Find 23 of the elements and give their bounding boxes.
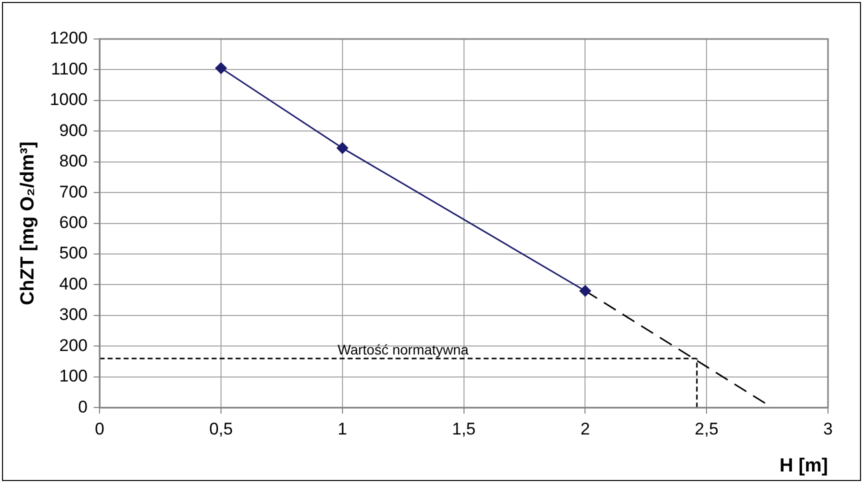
x-tick-label: 0,5 <box>209 419 233 438</box>
x-axis-title: H [m] <box>779 456 828 477</box>
y-tick-label: 800 <box>59 152 88 171</box>
y-tick-label: 500 <box>59 244 88 263</box>
y-axis-title: ChZT [mg O₂/dm³] <box>18 142 39 306</box>
y-tick-label: 700 <box>59 182 88 202</box>
y-tick-label: 200 <box>59 336 88 355</box>
y-tick-label: 900 <box>59 120 88 140</box>
x-tick-label: 3 <box>823 419 833 438</box>
y-tick-label: 100 <box>59 366 88 386</box>
y-tick-label: 400 <box>59 274 88 294</box>
y-tick-label: 300 <box>59 305 88 324</box>
y-tick-label: 1000 <box>50 90 88 110</box>
y-tick-label: 0 <box>78 397 88 416</box>
y-tick-label: 600 <box>59 212 88 232</box>
y-tick-label: 1100 <box>51 59 88 78</box>
y-tick-label: 1200 <box>50 28 88 48</box>
annotation: Wartość normatywna <box>338 342 469 358</box>
x-tick-label: 1 <box>338 419 348 438</box>
x-tick-label: 0 <box>94 419 104 438</box>
x-tick-label: 2,5 <box>694 419 718 438</box>
x-tick-label: 2 <box>580 419 590 438</box>
x-tick-label: 1,5 <box>452 419 476 438</box>
